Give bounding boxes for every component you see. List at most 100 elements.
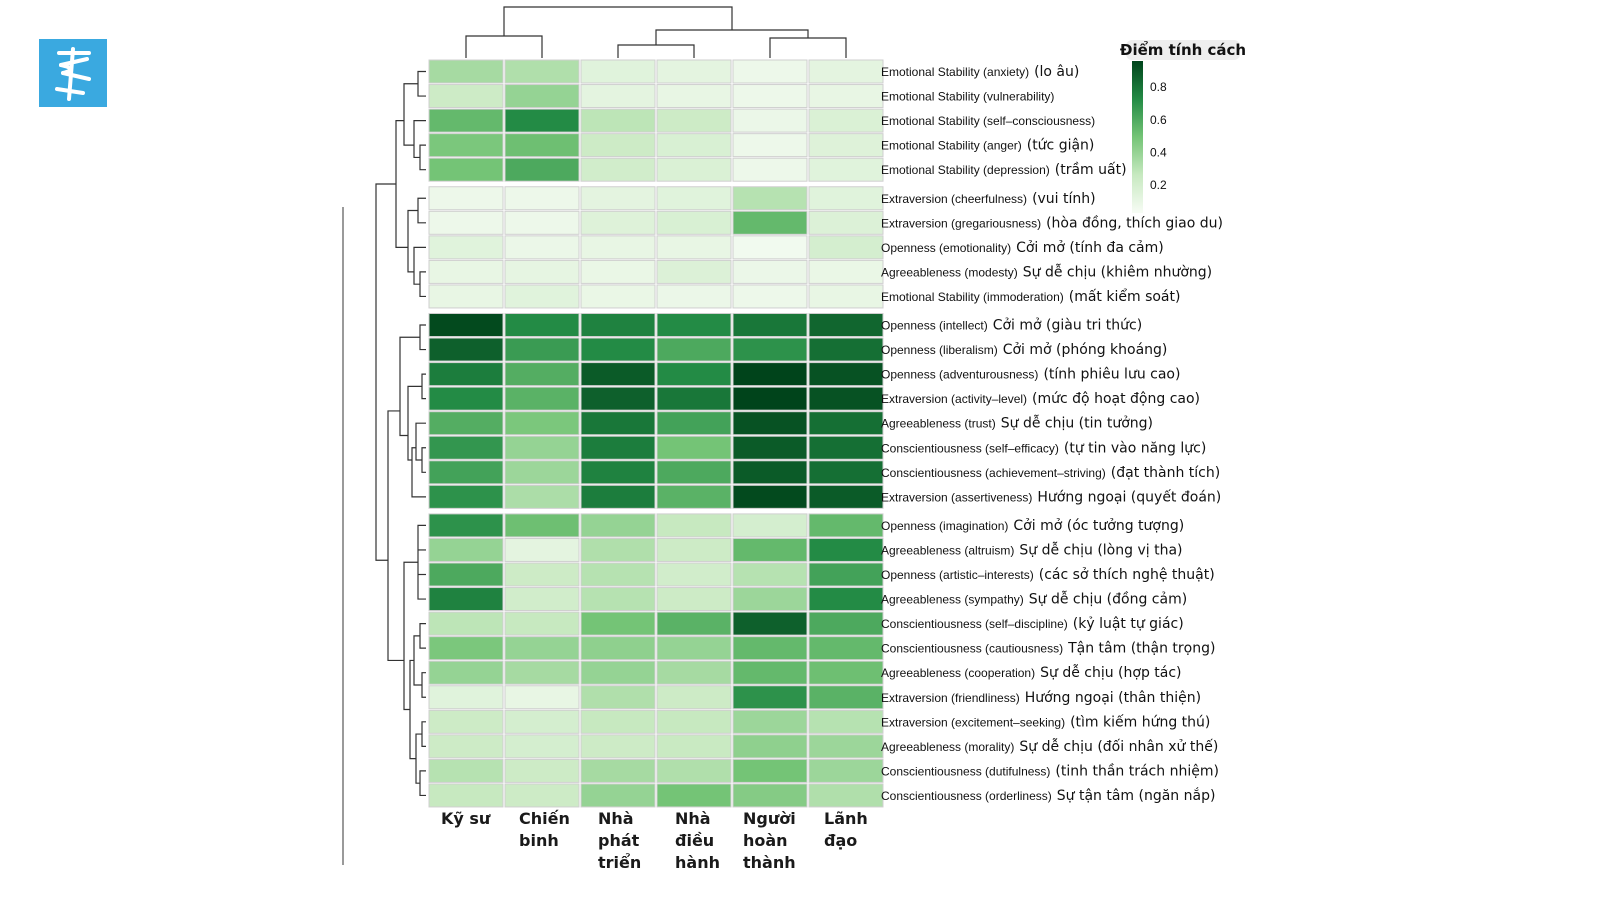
heatmap-cell (656, 709, 732, 734)
heatmap-cell (732, 84, 808, 109)
dendrogram-branch (421, 373, 426, 400)
heatmap-cell (428, 108, 504, 133)
row-label: Conscientiousness (achievement–striving)… (881, 465, 1220, 481)
heatmap-cell (808, 484, 884, 509)
heatmap-cell (656, 435, 732, 460)
heatmap-cell (656, 411, 732, 436)
heatmap-cell (504, 157, 580, 182)
heatmap-cell (580, 411, 656, 436)
heatmap-cell (580, 562, 656, 587)
colorbar-legend: Điểm tính cách 0.8 0.6 0.4 0.2 (1120, 40, 1246, 213)
heatmap-cell (732, 660, 808, 685)
heatmap-cell (732, 562, 808, 587)
heatmap-cell (656, 758, 732, 783)
heatmap-cell (732, 59, 808, 84)
heatmap-cell (504, 259, 580, 284)
heatmap-cell (732, 210, 808, 235)
heatmap-cell (808, 562, 884, 587)
row-label: Agreeableness (morality) Sự dễ chịu (đối … (881, 738, 1218, 755)
row-label: Conscientiousness (cautiousness) Tận tâm … (881, 641, 1215, 657)
heatmap-cell (808, 460, 884, 485)
heatmap-cell (656, 660, 732, 685)
heatmap-cell (732, 337, 808, 362)
heatmap-cell (428, 783, 504, 808)
heatmap-cell (428, 562, 504, 587)
row-label: Extraversion (excitement–seeking) (tìm ki… (881, 713, 1210, 730)
dendrogram-branch (421, 672, 426, 698)
heatmap-cell (428, 709, 504, 734)
heatmap-cell (808, 411, 884, 436)
heatmap-cell (656, 587, 732, 612)
heatmap-cell (732, 734, 808, 759)
row-label: Agreeableness (trust) Sự dễ chịu (tin tưở… (881, 415, 1153, 432)
heatmap-cell (428, 337, 504, 362)
heatmap-cell (428, 537, 504, 562)
heatmap-cell (580, 484, 656, 509)
brand-logo-icon (55, 47, 91, 101)
column-label: Người hoàn thành (743, 809, 796, 872)
dendrogram-branch (375, 183, 396, 561)
column-label: Lãnh đạo (824, 809, 868, 850)
heatmap-cell (580, 84, 656, 109)
heatmap-cell (504, 108, 580, 133)
dendrogram-branch (399, 336, 420, 437)
heatmap-cell (732, 484, 808, 509)
heatmap-cell (732, 186, 808, 211)
colorbar-tick-label: 0.6 (1150, 113, 1167, 127)
dendrogram-branch (407, 385, 422, 461)
heatmap-cell (504, 513, 580, 538)
heatmap-cell (656, 210, 732, 235)
row-label: Extraversion (assertiveness) Hướng ngoại … (881, 488, 1221, 505)
heatmap-cell (732, 636, 808, 661)
column-label: Nhà phát triển (598, 809, 641, 872)
row-label: Openness (imagination) Cởi mở (óc tưởng t… (881, 518, 1184, 534)
heatmap-cell (808, 235, 884, 260)
heatmap-cell (504, 709, 580, 734)
heatmap-cell (504, 386, 580, 411)
heatmap-cell (808, 660, 884, 685)
heatmap-cell (580, 133, 656, 158)
brand-logo (39, 39, 107, 107)
heatmap-cell (428, 734, 504, 759)
heatmap-cell (504, 133, 580, 158)
heatmap-cell (656, 157, 732, 182)
heatmap-cell (732, 259, 808, 284)
heatmap-cell (732, 313, 808, 337)
heatmap-cell (732, 133, 808, 158)
heatmap-cell (656, 284, 732, 309)
heatmap-cell (656, 186, 732, 211)
dendrogram-branch (419, 324, 426, 351)
heatmap-cell (732, 235, 808, 260)
dendrogram-branch (403, 561, 418, 711)
heatmap-cell (580, 435, 656, 460)
heatmap-cell (504, 537, 580, 562)
heatmap-cell (428, 636, 504, 661)
row-label: Agreeableness (altruism) Sự dễ chịu (lòng… (881, 541, 1183, 558)
dendrogram-branch (465, 35, 543, 58)
heatmap-cell (580, 186, 656, 211)
slide-divider-line (342, 207, 344, 865)
heatmap-cell (504, 758, 580, 783)
heatmap-cell (808, 636, 884, 661)
heatmap-cell (580, 284, 656, 309)
heatmap-cell (732, 284, 808, 309)
row-label: Openness (adventurousness) (tính phiêu lư… (881, 367, 1180, 383)
heatmap-cell (504, 59, 580, 84)
heatmap-cell (656, 84, 732, 109)
heatmap-cell (808, 284, 884, 309)
dendrogram-branch (421, 721, 426, 747)
heatmap-cell (732, 411, 808, 436)
row-label: Openness (liberalism) Cởi mở (phóng khoán… (881, 342, 1167, 358)
heatmap-cell (428, 210, 504, 235)
heatmap-cell (504, 734, 580, 759)
row-label: Emotional Stability (anger) (tức giận) (881, 138, 1094, 154)
heatmap-cell (580, 59, 656, 84)
heatmap-cell (580, 108, 656, 133)
heatmap-cell (504, 337, 580, 362)
heatmap-cell (732, 758, 808, 783)
heatmap-cell (504, 313, 580, 337)
row-label: Conscientiousness (self–discipline) (kỷ l… (881, 616, 1184, 632)
heatmap-cell (504, 783, 580, 808)
heatmap-cell (428, 186, 504, 211)
heatmap-cell (428, 587, 504, 612)
